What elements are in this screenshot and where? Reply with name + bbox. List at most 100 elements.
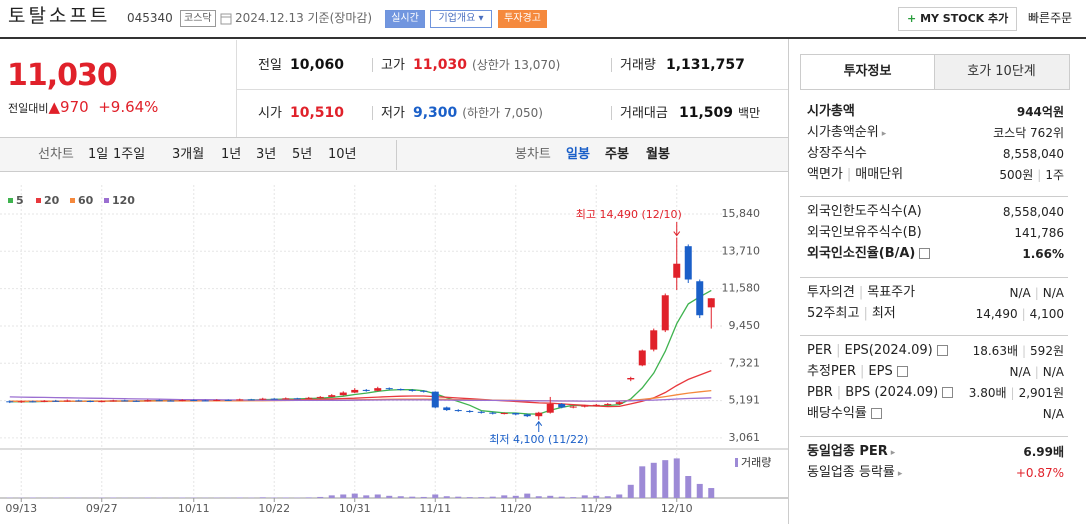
label-text: 52주최고 xyxy=(807,306,860,321)
candle-body xyxy=(477,411,485,413)
value-text: 2,901원 xyxy=(1018,386,1064,400)
candle-body xyxy=(684,246,692,280)
value-text: 500원 xyxy=(999,168,1034,182)
candle-body xyxy=(247,399,255,401)
y-tick-label: 15,840 xyxy=(722,207,761,220)
period-tab[interactable]: 월봉 xyxy=(646,147,670,162)
candle-body xyxy=(305,397,313,399)
help-icon xyxy=(919,248,931,259)
sep: | xyxy=(858,285,864,300)
company-label: 기업개요 xyxy=(438,13,476,24)
tab-label: 봉차트 xyxy=(515,147,551,162)
volume-bar xyxy=(616,494,623,498)
period-tab[interactable]: 5년 xyxy=(292,147,313,162)
volume-bar xyxy=(340,494,347,498)
volume-bar xyxy=(374,494,381,498)
value-text: 1주 xyxy=(1045,168,1064,182)
candle-body xyxy=(167,400,175,402)
info-label: 추정PER | EPS xyxy=(807,363,908,381)
quote-field: 거래대금 11,509 백만 xyxy=(620,104,760,123)
info-label: 외국인소진율(B/A) xyxy=(807,245,931,263)
realtime-button[interactable]: 실시간 xyxy=(385,10,425,28)
header-rule xyxy=(0,37,1086,39)
more-icon: ▸ xyxy=(890,448,896,458)
price: 11,030 xyxy=(7,58,118,93)
x-tick-label: 09/27 xyxy=(86,502,118,515)
candle-body xyxy=(109,400,117,402)
candle-body xyxy=(512,413,520,415)
volume-bar xyxy=(581,495,588,498)
volume-bar xyxy=(547,495,554,498)
candle-body xyxy=(316,396,324,398)
candle-body xyxy=(29,401,37,403)
mystock-button[interactable]: + MY STOCK 추가 xyxy=(898,7,1018,31)
label-text: 외국인한도주식수(A) xyxy=(807,204,922,219)
help-icon xyxy=(936,345,948,356)
label-text: 최저 xyxy=(871,306,896,321)
field-value: 11,030 xyxy=(413,57,468,73)
quote-field: 시가 10,510 xyxy=(258,104,344,123)
company-button[interactable]: 기업개요 ▾ xyxy=(430,10,492,28)
candle-body xyxy=(696,281,704,316)
info-label: PBR | BPS (2024.09) xyxy=(807,384,954,402)
help-icon xyxy=(896,366,908,377)
candle-body xyxy=(132,400,140,402)
quote-field: 전일 10,060 xyxy=(258,56,344,75)
order-link[interactable]: 빠른주문 xyxy=(1028,11,1073,25)
volume-bar xyxy=(535,496,542,498)
high-arrowhead xyxy=(673,231,681,237)
candle-body xyxy=(408,389,416,391)
candle-body xyxy=(98,401,106,403)
period-tab[interactable]: 주봉 xyxy=(605,147,629,162)
candle-body xyxy=(650,330,658,350)
divider xyxy=(236,89,788,90)
sep: | xyxy=(836,343,841,358)
candle-body xyxy=(224,399,232,401)
volume-bar xyxy=(328,495,335,498)
candle-body xyxy=(673,263,681,278)
y-tick-label: 7,321 xyxy=(729,356,761,369)
label-text: 목표주가 xyxy=(867,285,916,300)
field-value: 10,060 xyxy=(290,57,345,73)
period-tab[interactable]: 1일 xyxy=(88,147,109,162)
value-text: 코스닥 762위 xyxy=(993,126,1064,140)
label-text: 액면가 xyxy=(807,167,843,182)
period-tab[interactable]: 3년 xyxy=(256,147,277,162)
field-value: 11,509 xyxy=(679,105,734,121)
more-icon: ▸ xyxy=(897,469,903,479)
label-text: 동일업종 등락률 xyxy=(807,465,895,480)
x-tick-label: 12/10 xyxy=(661,502,693,515)
field-label: 저가 xyxy=(381,106,405,121)
value-text: N/A xyxy=(1042,407,1064,421)
value-text: 141,786 xyxy=(1014,226,1064,240)
volume-bar xyxy=(455,496,462,498)
label-text: 상장주식수 xyxy=(807,146,867,161)
value-text: 4,100 xyxy=(1029,307,1064,321)
legend-swatch xyxy=(8,198,13,203)
date: 2024.12.13 기준(장마감) xyxy=(235,11,373,25)
legend-swatch xyxy=(104,198,109,203)
period-tab[interactable]: 일봉 xyxy=(566,147,590,162)
legend-label: 5 xyxy=(16,194,24,207)
sep: | xyxy=(1034,286,1039,300)
market-badge: 코스닥 xyxy=(180,10,216,27)
volume-bar xyxy=(466,497,473,498)
label-text: EPS(2024.09) xyxy=(844,343,933,358)
y-tick-label: 5,191 xyxy=(729,394,761,407)
info-label: 외국인한도주식수(A) xyxy=(807,203,922,221)
divider xyxy=(611,58,612,72)
period-tab[interactable]: 1주일 xyxy=(113,147,146,162)
info-tab[interactable]: 호가 10단계 xyxy=(967,64,1036,79)
candle-body xyxy=(17,401,25,403)
info-tab[interactable]: 투자정보 xyxy=(801,55,935,89)
period-tab[interactable]: 1년 xyxy=(221,147,242,162)
info-label: 시가총액순위 ▸ xyxy=(807,124,886,143)
ma-line xyxy=(9,396,712,402)
label-text: 동일업종 PER xyxy=(807,444,888,459)
period-tab[interactable]: 3개월 xyxy=(172,147,205,162)
period-tab[interactable]: 10년 xyxy=(328,147,357,162)
info-label: 동일업종 등락률 ▸ xyxy=(807,464,902,483)
sep: | xyxy=(1010,386,1015,400)
candle-body xyxy=(40,400,48,402)
